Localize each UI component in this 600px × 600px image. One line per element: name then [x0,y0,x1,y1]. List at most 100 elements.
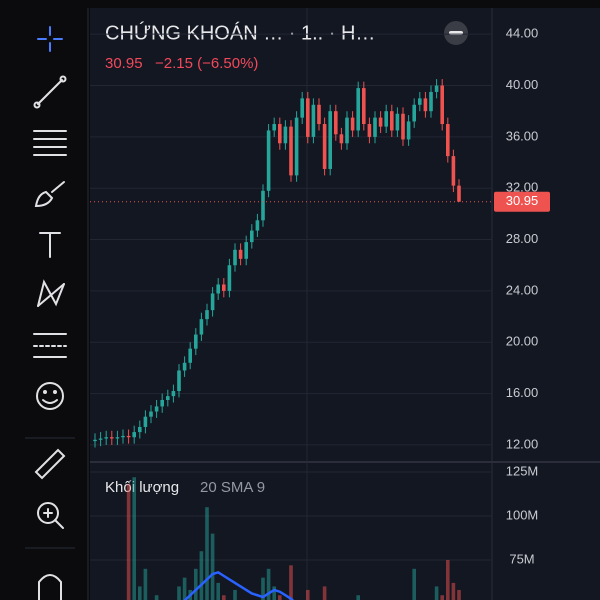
candle-body [126,435,131,438]
y-tick-label: 24.00 [506,282,539,297]
prediction-tool[interactable] [33,333,67,358]
candle-body [104,437,108,439]
candle-body [306,98,310,137]
candle-body [182,362,187,371]
candle-body [121,435,125,438]
volume-bar [451,582,456,600]
candle-body [401,113,405,140]
candle-body [154,406,159,412]
candle-body [98,438,103,440]
candle-body [171,391,176,397]
candle-body [188,348,192,363]
volume-bar [222,595,226,600]
candle-body [434,85,439,92]
candle-body [278,124,282,144]
volume-bar [356,595,360,600]
candle-body [138,426,142,433]
measure-tool[interactable] [34,448,66,480]
last-price-badge [494,191,550,212]
candle-body [362,88,366,125]
candle-body [440,85,444,125]
y2-tick-label: 75M [509,551,534,566]
candle-body [227,265,232,291]
candle-body [451,156,456,186]
candle-body [322,124,327,169]
candle-body [345,117,349,144]
volume-bar [440,595,444,600]
text-tool[interactable] [39,232,61,258]
volume-bar [154,595,159,600]
candle-body [143,416,148,427]
volume-bar [205,507,209,600]
candle-body [300,98,304,118]
y-tick-label: 28.00 [506,231,539,246]
volume-bar [434,586,439,600]
candle-body [266,130,271,191]
candle-body [418,98,422,105]
collapse-button[interactable] [444,21,468,45]
candle-body [238,249,243,259]
emoji-tool[interactable] [36,382,64,410]
pattern-tool[interactable] [37,279,65,307]
candle-body [390,111,394,131]
volume-bar [210,533,215,600]
volume-bar [289,565,293,600]
y-tick-label: 36.00 [506,128,539,143]
last-price-label: 30.95 [506,193,539,208]
zoom-tool[interactable] [37,502,64,529]
candle-body [160,400,164,407]
volume-bar [199,551,204,600]
volume-bar [143,568,148,600]
candle-body [384,111,388,127]
candle-body [406,121,411,140]
y-tick-label: 40.00 [506,77,539,92]
volume-bar [138,586,142,600]
toolbar [25,26,75,600]
y2-tick-label: 125M [506,463,539,478]
candle-body [378,117,383,127]
candle-body [115,437,120,439]
volume-bar [412,568,416,600]
volume-bar [194,568,198,600]
magnet-tool[interactable] [38,574,62,600]
volume-params: 20 SMA 9 [200,479,265,496]
candle-body [311,104,316,137]
candle-body [244,242,248,259]
volume-bar [446,560,450,600]
symbol-title: CHỨNG KHOÁN … · 1.. · H… [105,21,375,44]
candle-body [261,190,265,221]
candle-body [412,104,416,122]
crosshair-tool[interactable] [37,26,63,52]
candle-body [194,334,198,349]
candle-body [216,284,220,294]
price-change: −2.15 (−6.50%) [155,55,258,72]
y-tick-label: 44.00 [506,26,539,41]
candle-body [110,437,114,439]
chart-panel [90,8,600,600]
volume-bar [126,484,131,600]
candle-body [210,293,215,311]
sma-line [183,570,295,600]
volume-bar [261,577,265,600]
volume-bar [272,586,276,600]
trend-line-tool[interactable] [33,75,67,109]
candle-body [446,124,450,157]
volume-bar [457,589,461,600]
candle-body [294,117,299,176]
candle-body [339,134,344,144]
volume-bars [126,477,461,600]
volume-bar [132,477,136,600]
candle-body [289,126,293,176]
candle-body [93,439,97,442]
volume-bar [278,595,282,600]
candle-body [222,284,226,291]
candle-body [205,310,209,320]
volume-bar [177,586,181,600]
candle-body [199,319,204,335]
brush-tool[interactable] [34,181,65,208]
last-price: 30.95 [105,55,143,72]
y-tick-label: 12.00 [506,436,539,451]
candle-body [272,124,276,131]
fib-tool[interactable] [33,130,67,156]
